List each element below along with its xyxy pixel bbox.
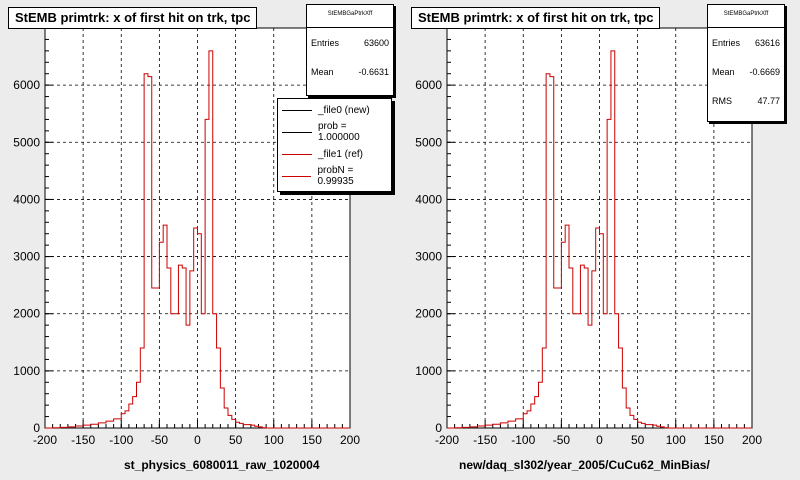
x-tick-label: -200 xyxy=(33,433,57,447)
y-tick-label: 4000 xyxy=(13,192,40,206)
x-tick-label: 200 xyxy=(742,433,762,447)
stats-row-rms: RMS 47.77 xyxy=(708,86,784,115)
histogram-series-line xyxy=(45,50,350,429)
y-tick-label: 6000 xyxy=(13,78,40,92)
legend-swatch xyxy=(282,175,312,177)
y-tick-label: 1000 xyxy=(13,364,40,378)
legend-swatch xyxy=(282,131,312,133)
legend-entry: prob = 1.000000 xyxy=(278,121,391,143)
legend-label: _file1 (ref) xyxy=(318,148,364,160)
stats-name: StEMBGaPtrkXff xyxy=(708,5,784,28)
legend-entry: _file0 (new) xyxy=(278,99,391,121)
x-tick-label: 200 xyxy=(340,433,360,447)
right-stats-box: StEMBGaPtrkXff Entries 63616 Mean -0.666… xyxy=(707,4,785,122)
x-tick-label: 150 xyxy=(704,433,724,447)
left-stats-box: StEMBGaPtrkXff Entries 63600 Mean -0.663… xyxy=(306,4,394,96)
x-tick-label: -50 xyxy=(151,433,169,447)
stats-value: 63600 xyxy=(363,37,389,48)
stats-value: -0.6669 xyxy=(749,66,780,77)
y-tick-label: 0 xyxy=(33,421,40,435)
x-tick-label: -200 xyxy=(435,433,459,447)
stats-label: RMS xyxy=(712,95,732,106)
y-tick-label: 0 xyxy=(435,421,442,435)
stats-value: -0.6631 xyxy=(358,66,389,77)
y-tick-label: 5000 xyxy=(13,135,40,149)
stats-label: Mean xyxy=(712,66,735,77)
legend-entry: probN = 0.99935 xyxy=(278,165,391,187)
left-chart-title: StEMB primtrk: x of first hit on trk, tp… xyxy=(8,7,258,29)
left-x-axis-label: st_physics_6080011_raw_1020004 xyxy=(124,458,320,472)
x-tick-label: 0 xyxy=(194,433,201,447)
stats-row-mean: Mean -0.6669 xyxy=(708,57,784,86)
legend-swatch xyxy=(282,109,312,111)
stats-value: 47.77 xyxy=(757,95,780,106)
x-tick-label: -100 xyxy=(109,433,133,447)
x-tick-label: 150 xyxy=(302,433,322,447)
right-histogram-panel: -200 -150 -100 -50 0 50 100 150 2000100020003000… xyxy=(401,1,798,478)
y-tick-label: 3000 xyxy=(13,250,40,264)
stats-row-entries: Entries 63600 xyxy=(307,28,393,57)
stats-label: Entries xyxy=(311,37,340,48)
stats-label: Mean xyxy=(311,66,334,77)
y-tick-label: 4000 xyxy=(415,192,442,206)
x-tick-label: -50 xyxy=(553,433,571,447)
legend-swatch xyxy=(282,153,312,155)
x-tick-label: 50 xyxy=(229,433,243,447)
histogram-series-line xyxy=(447,50,752,429)
y-tick-label: 3000 xyxy=(415,250,442,264)
stats-row-mean: Mean -0.6631 xyxy=(307,57,393,86)
y-tick-label: 1000 xyxy=(415,364,442,378)
y-tick-label: 5000 xyxy=(415,135,442,149)
x-tick-label: -100 xyxy=(511,433,535,447)
stats-name: StEMBGaPtrkXff xyxy=(307,5,393,28)
x-tick-label: 100 xyxy=(666,433,686,447)
legend-entry: _file1 (ref) xyxy=(278,143,391,165)
legend-label: probN = 0.99935 xyxy=(317,165,354,187)
x-tick-label: -150 xyxy=(71,433,95,447)
stats-label: Entries xyxy=(712,37,741,48)
legend-label: _file0 (new) xyxy=(318,104,370,116)
y-tick-label: 2000 xyxy=(13,307,40,321)
y-tick-label: 6000 xyxy=(415,78,442,92)
x-tick-label: -150 xyxy=(473,433,497,447)
left-legend: _file0 (new) prob = 1.000000 _file1 (ref… xyxy=(277,98,392,192)
stats-row-entries: Entries 63616 xyxy=(708,28,784,57)
right-chart-title: StEMB primtrk: x of first hit on trk, tp… xyxy=(411,7,661,29)
x-tick-label: 50 xyxy=(631,433,645,447)
stats-value: 63616 xyxy=(754,37,780,48)
x-tick-label: 100 xyxy=(264,433,284,447)
right-x-axis-label: new/daq_sl302/year_2005/CuCu62_MinBias/ xyxy=(459,458,710,472)
x-tick-label: 0 xyxy=(596,433,603,447)
y-tick-label: 2000 xyxy=(415,307,442,321)
legend-label: prob = 1.000000 xyxy=(317,121,360,143)
